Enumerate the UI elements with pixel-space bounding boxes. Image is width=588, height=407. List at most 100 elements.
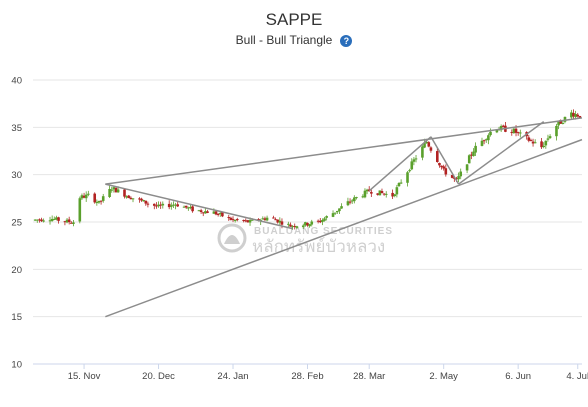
candle-body xyxy=(155,205,158,207)
candle-body xyxy=(182,206,186,208)
candle-body xyxy=(399,182,403,184)
candle-body xyxy=(444,168,448,175)
candle-body xyxy=(355,197,358,199)
chart-title: SAPPE xyxy=(265,10,323,29)
candle-body xyxy=(161,203,165,206)
trendline xyxy=(458,121,545,185)
candle-body xyxy=(514,128,518,133)
candle-body xyxy=(131,198,135,200)
candle-body xyxy=(242,219,245,221)
candle-body xyxy=(246,220,250,223)
trendline xyxy=(105,138,583,318)
candle-body xyxy=(116,189,120,193)
candle-body xyxy=(231,219,235,221)
y-tick-label: 15 xyxy=(11,312,22,323)
candle-body xyxy=(272,217,275,219)
candle-body xyxy=(65,219,69,223)
candle-body xyxy=(52,218,56,220)
candle-body xyxy=(304,222,307,226)
candle-body xyxy=(512,128,516,134)
candle-body xyxy=(216,213,220,215)
candle-body xyxy=(33,219,37,221)
candle-body xyxy=(518,132,522,134)
candle-body xyxy=(93,193,97,203)
candle-body xyxy=(318,220,322,223)
candle-body xyxy=(110,189,114,191)
candle-body xyxy=(540,141,543,148)
candle-body xyxy=(427,142,431,147)
candle-body xyxy=(482,140,486,142)
candle-body xyxy=(546,138,550,140)
y-tick-label: 20 xyxy=(11,265,22,276)
watermark-logo: BUALUANG SECURITIES หลักทรัพย์บัวหลวง xyxy=(217,223,392,256)
candle-body xyxy=(340,206,343,209)
candle-body xyxy=(152,203,156,206)
candle-body xyxy=(55,217,58,220)
candle-body xyxy=(308,224,311,227)
candle-body xyxy=(574,114,577,118)
candle-body xyxy=(516,132,520,134)
candle-body xyxy=(189,207,192,209)
candle-body xyxy=(146,203,150,205)
candle-body xyxy=(510,132,514,134)
candle-body xyxy=(527,137,531,141)
candle-body xyxy=(548,136,552,139)
candle-body xyxy=(80,195,84,199)
candle-body xyxy=(470,154,473,156)
candle-body xyxy=(335,210,339,213)
candle-body xyxy=(365,189,369,192)
candle-body xyxy=(563,116,567,122)
candle-body xyxy=(331,213,335,217)
candle-body xyxy=(204,211,207,214)
candle-body xyxy=(159,204,162,206)
candle-body xyxy=(112,187,116,190)
candle-body xyxy=(67,219,71,223)
candle-body xyxy=(176,204,179,207)
candle-body xyxy=(199,210,203,213)
trendline xyxy=(105,183,293,230)
candle-body xyxy=(474,145,477,153)
candle-body xyxy=(101,196,105,201)
candle-body xyxy=(97,200,101,203)
candle-body xyxy=(227,217,231,219)
y-tick-label: 10 xyxy=(11,360,22,371)
candle-body xyxy=(472,151,475,157)
candle-body xyxy=(459,171,463,177)
candle-body xyxy=(406,172,409,183)
candle-body xyxy=(229,217,233,220)
candle-body xyxy=(40,219,43,222)
grid-lines xyxy=(33,79,582,365)
candle-body xyxy=(233,219,237,221)
candle-body xyxy=(48,220,52,222)
candle-body xyxy=(391,192,394,197)
candle-body xyxy=(495,129,499,133)
candle-body xyxy=(138,198,141,200)
candle-body xyxy=(321,220,324,222)
candle-body xyxy=(361,196,365,198)
candle-body xyxy=(78,198,82,222)
candle-body xyxy=(206,211,209,213)
candle-body xyxy=(559,119,563,124)
candle-body xyxy=(82,195,86,198)
candle-body xyxy=(127,195,131,199)
candle-body xyxy=(429,147,433,151)
candle-body xyxy=(261,218,265,220)
candle-body xyxy=(393,194,397,197)
candle-body xyxy=(316,220,320,222)
candle-body xyxy=(440,165,443,168)
x-tick-label: 28. Feb xyxy=(291,371,323,382)
axes: 10 15 20 25 30 35 40 15. Nov 20. Dec 24. Jan 28. F… xyxy=(11,76,588,383)
candle-body xyxy=(412,159,416,162)
candle-body xyxy=(421,146,424,158)
candle-body xyxy=(423,143,426,148)
candle-body xyxy=(467,155,471,164)
trendline xyxy=(105,117,583,185)
candle-body xyxy=(144,200,148,204)
candle-body xyxy=(376,193,380,195)
x-tick-label: 20. Dec xyxy=(142,371,175,382)
candle-body xyxy=(263,218,267,220)
candle-body xyxy=(129,197,133,200)
candle-body xyxy=(172,204,175,206)
help-icon[interactable]: ? xyxy=(340,35,353,47)
candle-body xyxy=(338,208,341,212)
